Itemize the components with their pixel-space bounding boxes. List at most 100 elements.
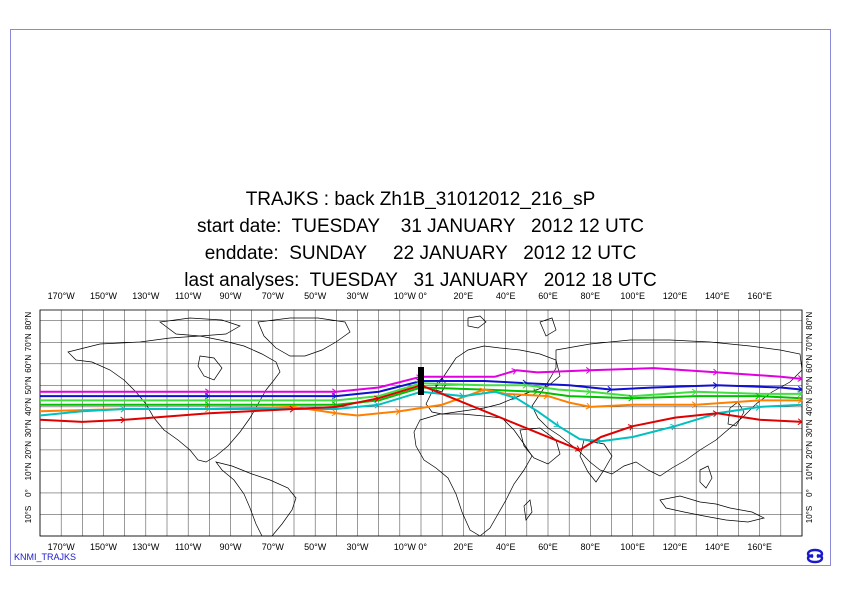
title-start-date: start date: TUESDAY 31 JANUARY 2012 12 U… [196, 216, 645, 237]
asia-outline [531, 339, 803, 477]
lat-label: 50°N [805, 376, 814, 394]
lon-label: 90°W [219, 291, 242, 301]
lon-label: 170°W [48, 542, 76, 552]
lat-label: 60°N [805, 355, 814, 373]
trajectory-arrow [797, 418, 803, 426]
lon-label: 50°W [304, 291, 327, 301]
trajectory-lines [39, 367, 803, 452]
trajectory-arrow [797, 390, 803, 398]
arabia-outline [519, 427, 561, 465]
lat-label: 10°N [805, 462, 814, 480]
japan-outline [727, 401, 745, 427]
philippines-outline [699, 465, 713, 489]
trajectory-arrow [458, 392, 465, 400]
lon-label: 170°W [48, 291, 76, 301]
trajectory-line-1 [40, 367, 803, 393]
trajectory-arrow [670, 423, 676, 431]
trajectory-arrow [374, 401, 380, 409]
hudson-bay-outline [197, 355, 223, 381]
lon-label: 140°E [705, 291, 730, 301]
north-america-outline [67, 335, 281, 463]
trajectory-arrow [120, 416, 126, 424]
lon-label: 30°W [346, 542, 369, 552]
indonesia-outline [659, 495, 766, 523]
lon-label: 10°W 0° [394, 291, 428, 301]
trajectory-arrow [606, 385, 613, 393]
svalbard-outline [467, 315, 487, 329]
lat-label: 40°N [24, 398, 33, 416]
trajectory-arrow [712, 368, 719, 376]
lon-label: 90°W [219, 542, 242, 552]
knmi-logo-icon [806, 548, 824, 564]
lat-labels-right: 80°N 70°N 60°N 50°N 40°N 30°N 20°N 10°N 0° 10°S [805, 312, 814, 524]
lon-label: 80°E [580, 542, 600, 552]
lon-label: 20°E [453, 542, 473, 552]
trajectory-arrow [553, 421, 560, 427]
lon-label: 50°W [304, 542, 327, 552]
lon-label: 30°W [346, 291, 369, 301]
lon-label: 70°W [262, 291, 285, 301]
lat-label: 80°N [24, 312, 33, 330]
lon-label: 110°W [175, 291, 202, 301]
lon-label: 100°E [620, 291, 645, 301]
lat-label: 20°N [805, 441, 814, 459]
trajectory-arrow [479, 387, 486, 395]
lon-labels-top: 170°W 150°W 130°W 110°W 90°W 70°W 50°W 30°W 10°W… [48, 291, 772, 301]
trajectory-line-2 [40, 380, 803, 398]
lon-labels-bottom: 170°W 150°W 130°W 110°W 90°W 70°W 50°W 30°W 10°W… [48, 542, 772, 552]
lat-label: 10°S [805, 506, 814, 523]
europe-outline [425, 345, 561, 415]
trajectory-arrow [543, 392, 549, 400]
trajectory-arrow [574, 445, 581, 452]
lon-label: 160°E [747, 291, 772, 301]
trajectory-arrow [522, 381, 528, 389]
lat-label: 70°N [24, 333, 33, 351]
title-last-analyses: last analyses: TUESDAY 31 JANUARY 2012 1… [184, 270, 657, 291]
trajectory-arrow [755, 392, 761, 400]
trajectory-arrow [691, 401, 698, 409]
lat-label: 60°N [24, 355, 33, 373]
lon-label: 150°W [90, 291, 118, 301]
lat-label: 50°N [24, 376, 33, 394]
trajectory-arrow [395, 408, 401, 415]
lon-label: 140°E [705, 542, 730, 552]
trajectory-arrow [585, 388, 592, 395]
lon-label: 40°E [496, 542, 516, 552]
lon-label: 80°E [580, 291, 600, 301]
trajectory-arrow [532, 388, 539, 396]
lon-label: 130°W [132, 542, 160, 552]
trajectory-arrow [331, 409, 338, 417]
graticule [39, 310, 803, 537]
lon-label: 60°E [538, 542, 558, 552]
lon-label: 60°E [538, 291, 558, 301]
lon-label: 100°E [620, 542, 645, 552]
lat-labels-left: 80°N 70°N 60°N 50°N 40°N 30°N 20°N 10°N 0° 10°S [24, 312, 33, 524]
trajectory-arrow [585, 402, 592, 410]
india-outline [579, 439, 613, 483]
trajectory-arrow [691, 388, 698, 396]
lon-label: 40°E [496, 291, 516, 301]
lon-label: 130°W [132, 291, 160, 301]
continent-outlines [67, 315, 803, 537]
trajectory-arrow [373, 395, 380, 403]
map-title-block: TRAJKS : back Zh1B_31012012_216_sP start… [0, 186, 841, 294]
trajectory-arrow [628, 394, 634, 402]
trajectory-arrow [755, 404, 761, 411]
trajectory-arrow [289, 405, 295, 413]
trajectory-arrow [712, 410, 719, 418]
lat-label: 20°N [24, 441, 33, 459]
trajectory-line-6 [39, 390, 803, 443]
trajectory-arrow [712, 382, 719, 389]
lon-label: 160°E [747, 542, 772, 552]
trajectory-line-4 [40, 386, 803, 406]
madagascar-outline [523, 499, 533, 521]
africa-outline [413, 413, 533, 537]
lat-label: 30°N [24, 419, 33, 437]
trajectory-arrow [797, 396, 803, 404]
lat-label: 70°N [805, 333, 814, 351]
title-end-date: enddate: SUNDAY 22 JANUARY 2012 12 UTC [204, 243, 637, 264]
lat-label: 10°N [24, 462, 33, 480]
trajectory-arrow [511, 393, 518, 401]
